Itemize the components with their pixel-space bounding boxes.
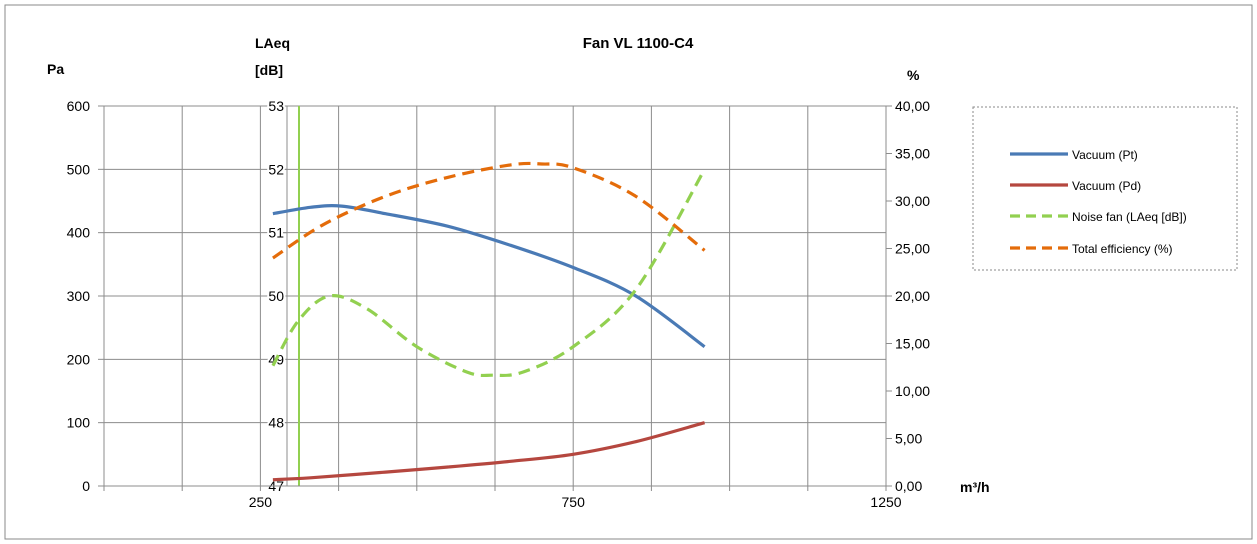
pa-tick-label: 0 — [82, 478, 90, 494]
pa-axis-label: Pa — [47, 61, 64, 77]
series-layer — [271, 161, 706, 482]
x-tick-label: 1250 — [870, 494, 901, 510]
pct-tick-label: 25,00 — [895, 241, 930, 257]
legend-label-vacuum-pt: Vacuum (Pt) — [1072, 148, 1138, 162]
x-tick-label: 750 — [562, 494, 586, 510]
pct-axis-label: % — [907, 67, 920, 83]
series-line-noise-fan-laeq-db — [271, 168, 706, 378]
legend-label-noise-fan: Noise fan (LAeq [dB]) — [1072, 210, 1187, 224]
chart-border — [4, 4, 1253, 540]
laeq-tick-label: 52 — [268, 161, 284, 177]
legend-box — [972, 106, 1238, 271]
pa-tick-label: 500 — [67, 161, 91, 177]
series-line-vacuum-pt — [272, 204, 706, 348]
legend-label-total-efficiency: Total efficiency (%) — [1072, 242, 1172, 256]
chart-title: Fan VL 1100-C4 — [583, 35, 694, 52]
pct-tick-label: 30,00 — [895, 193, 930, 209]
laeq-axis-label-line2: [dB] — [255, 62, 283, 78]
pa-tick-label: 100 — [67, 415, 91, 431]
laeq-axis-label-line1: LAeq — [255, 35, 290, 51]
laeq-tick-label: 53 — [268, 98, 284, 114]
pct-tick-label: 15,00 — [895, 336, 930, 352]
grid-layer — [104, 105, 886, 487]
pa-tick-label: 600 — [67, 98, 91, 114]
laeq-tick-label: 48 — [268, 415, 284, 431]
legend-label-vacuum-pd: Vacuum (Pd) — [1072, 179, 1141, 193]
pa-tick-label: 200 — [67, 351, 91, 367]
pct-tick-label: 35,00 — [895, 146, 930, 162]
laeq-tick-label: 50 — [268, 288, 284, 304]
pct-tick-label: 20,00 — [895, 288, 930, 304]
legend: Vacuum (Pt) Vacuum (Pd) Noise fan (LAeq … — [972, 106, 1238, 271]
x-axis-label: m³/h — [960, 479, 990, 495]
series-line-total-efficiency — [272, 161, 706, 260]
pct-tick-label: 40,00 — [895, 98, 930, 114]
laeq-tick-label: 51 — [268, 225, 284, 241]
pa-tick-label: 300 — [67, 288, 91, 304]
pa-tick-label: 400 — [67, 225, 91, 241]
series-line-vacuum-pd — [272, 421, 706, 482]
pct-tick-label: 10,00 — [895, 383, 930, 399]
pct-tick-label: 5,00 — [895, 431, 922, 447]
x-tick-label: 250 — [249, 494, 273, 510]
pct-tick-label: 0,00 — [895, 478, 922, 494]
